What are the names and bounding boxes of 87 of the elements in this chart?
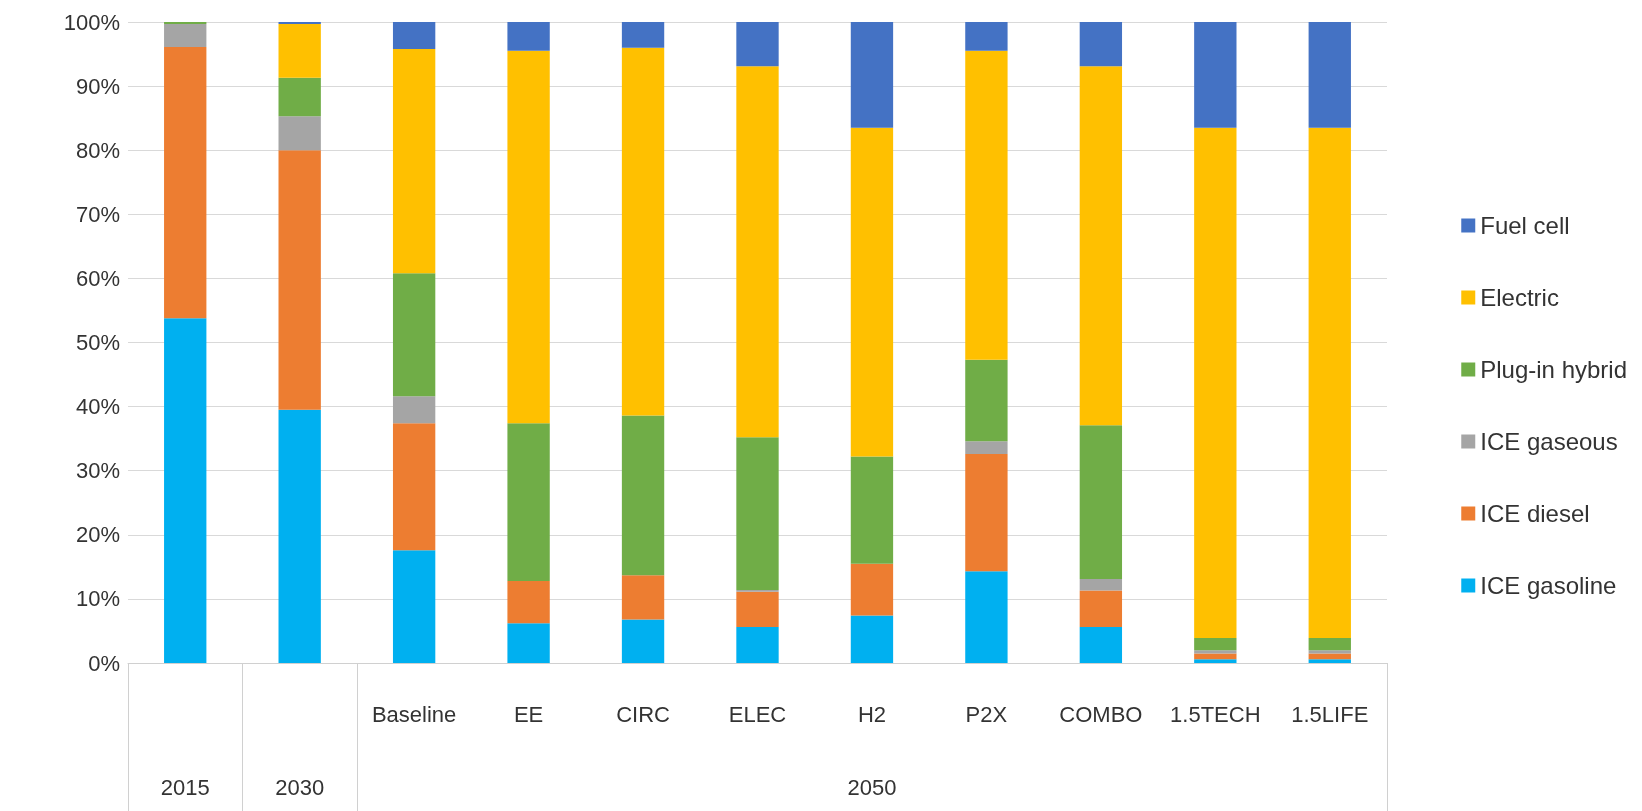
bar [278,150,321,410]
bar [850,127,894,457]
bar [1308,127,1351,638]
bar [965,22,1008,51]
bar [507,423,550,581]
bar [736,627,779,663]
bar [278,116,321,151]
bar [278,77,321,117]
bar [736,437,779,590]
legend-label: Fuel cell [1480,212,1570,239]
y-tick-label: 60% [75,265,120,291]
x-tick-label: EE [513,701,544,727]
bar [1194,650,1237,654]
bar [1079,22,1123,67]
bar [621,47,665,416]
y-tick-label: 40% [75,394,120,420]
y-tick-label: 100% [63,9,120,35]
bar [278,23,321,78]
y-tick-label: 0% [88,650,120,676]
bar [164,318,207,663]
bar [621,619,665,663]
bar [392,396,436,424]
bar [1308,22,1351,128]
bar [392,273,436,397]
y-tick-label: 10% [75,586,120,612]
bar [965,441,1008,455]
y-tick-label: 80% [75,137,120,163]
bar [1194,22,1237,128]
bar [1079,590,1123,628]
bar [1079,579,1123,591]
bar [1308,653,1351,660]
x-tick-label: CIRC [616,701,671,727]
bar [850,563,894,616]
y-tick-label: 20% [75,522,120,548]
bar [1308,659,1351,663]
bar [621,415,665,576]
bar [507,623,550,663]
bar [965,571,1008,663]
x-tick-label: H2 [857,701,887,727]
bar [1194,653,1237,660]
legend-label: ICE diesel [1480,500,1590,527]
bar [164,23,207,47]
y-tick-label: 30% [75,458,120,484]
legend-label: Plug-in hybrid [1480,356,1628,383]
y-tick-label: 90% [75,73,120,99]
bar [1079,66,1123,426]
bar [1194,638,1237,651]
y-tick-label: 70% [75,201,120,227]
bar [507,50,550,424]
bar [1194,127,1237,638]
x-tick-label: 1.5TECH [1170,701,1261,727]
bar [736,591,779,628]
bar [850,456,894,564]
legend-label: ICE gaseous [1480,428,1618,455]
x-tick-label: Baseline [371,701,457,727]
x-tick-label: P2X [965,701,1008,727]
bar [850,615,894,663]
bar [965,454,1008,572]
bar [1079,627,1123,663]
bar [392,22,436,49]
bar [392,550,436,663]
x-tick-label: ELEC [728,701,787,727]
x-tick-label: 1.5LIFE [1291,701,1369,727]
bar [392,423,436,551]
bar [736,66,779,438]
bar [1079,425,1123,580]
bar [507,580,550,624]
bar [621,575,665,620]
bar [278,409,321,663]
bar [392,48,436,274]
text: 2050 [847,774,897,800]
bar [1308,638,1351,651]
bar [621,22,665,48]
bar [850,22,894,128]
bar [164,47,207,319]
bar [736,22,779,67]
bar [1308,650,1351,654]
bar [1194,659,1237,663]
legend-label: Electric [1480,284,1559,311]
bar [507,22,550,51]
y-tick-label: 50% [75,330,120,355]
bar [965,359,1008,442]
x-tick-label: COMBO [1059,701,1143,727]
legend-label: ICE gasoline [1480,572,1617,599]
text: 2015 [160,774,210,800]
text: 2030 [275,774,325,800]
bar [965,50,1008,360]
